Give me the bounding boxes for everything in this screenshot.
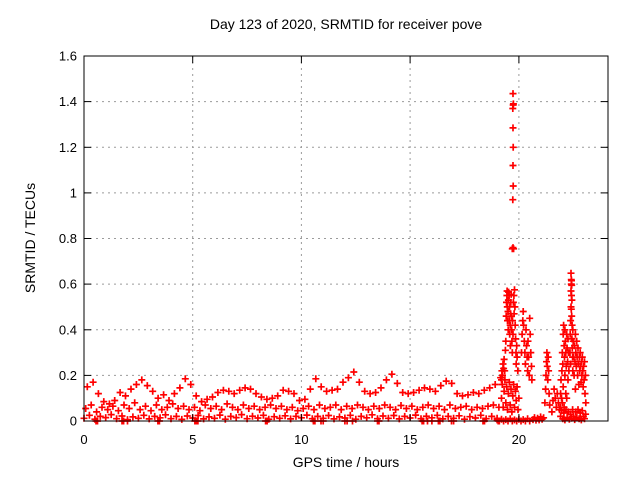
x-axis-label: GPS time / hours (292, 454, 400, 470)
data-points (80, 90, 590, 425)
svg-text:15: 15 (403, 432, 417, 447)
svg-text:10: 10 (294, 432, 308, 447)
grid-lines (84, 56, 608, 421)
svg-text:0.4: 0.4 (59, 322, 77, 337)
svg-text:1: 1 (70, 185, 77, 200)
svg-text:0: 0 (80, 432, 87, 447)
svg-text:0.8: 0.8 (59, 231, 77, 246)
svg-text:0.6: 0.6 (59, 277, 77, 292)
svg-text:20: 20 (512, 432, 526, 447)
tick-labels: 0 5 10 15 20 0 0.2 0.4 0.6 0.8 1 1.2 1.4 1.6 (59, 49, 526, 448)
svg-text:1.2: 1.2 (59, 140, 77, 155)
svg-text:1.6: 1.6 (59, 49, 77, 64)
svg-text:0: 0 (70, 414, 77, 429)
plot-frame (83, 55, 609, 422)
chart-title: Day 123 of 2020, SRMTID for receiver pov… (209, 16, 483, 32)
svg-text:1.4: 1.4 (59, 94, 77, 109)
svg-text:0.2: 0.2 (59, 368, 77, 383)
svg-text:5: 5 (189, 432, 196, 447)
